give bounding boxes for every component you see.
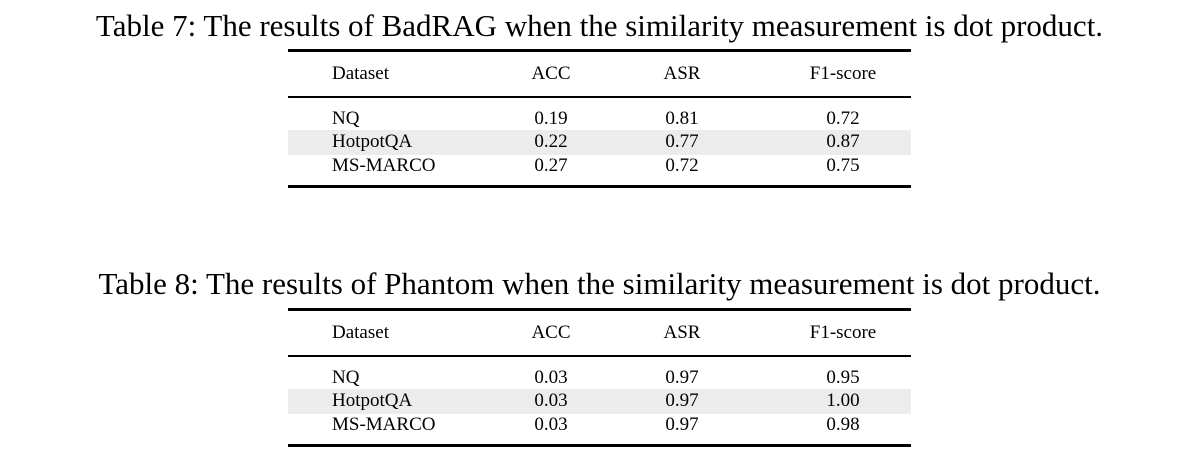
table-7-caption: Table 7: The results of BadRAG when the … bbox=[95, 8, 1104, 43]
cell-f1-score: 0.95 bbox=[826, 366, 860, 388]
cell-asr: 0.97 bbox=[665, 366, 699, 388]
table-8: Dataset ACC ASR F1-score NQ 0.03 0.97 0.… bbox=[288, 308, 911, 447]
cell-gap bbox=[589, 388, 644, 414]
header-gap bbox=[720, 49, 775, 98]
header-acc: ACC bbox=[513, 49, 589, 98]
table-header-row: Dataset ACC ASR F1-score bbox=[288, 308, 911, 357]
cell-gap bbox=[720, 129, 775, 155]
cell-acc: 0.27 bbox=[534, 154, 568, 176]
cell-f1-score: 0.75 bbox=[826, 154, 860, 176]
table-row: MS-MARCO 0.03 0.97 0.98 bbox=[288, 413, 911, 446]
header-f1-score: F1-score bbox=[775, 49, 911, 98]
table-8-caption: Table 8: The results of Phantom when the… bbox=[98, 266, 1101, 301]
cell-dataset: NQ bbox=[332, 366, 360, 388]
cell-dataset: HotpotQA bbox=[288, 129, 513, 155]
cell-acc: 0.22 bbox=[513, 129, 589, 155]
cell-asr: 0.81 bbox=[665, 107, 699, 129]
cell-gap bbox=[589, 356, 644, 389]
header-dataset: Dataset bbox=[288, 49, 513, 98]
header-dataset: Dataset bbox=[288, 308, 513, 357]
cell-dataset: MS-MARCO bbox=[332, 154, 436, 176]
header-asr: ASR bbox=[644, 308, 720, 357]
cell-acc: 0.03 bbox=[534, 366, 568, 388]
table-row: NQ 0.03 0.97 0.95 bbox=[288, 356, 911, 389]
cell-gap bbox=[720, 388, 775, 414]
cell-dataset: NQ bbox=[332, 107, 360, 129]
cell-dataset: MS-MARCO bbox=[332, 413, 436, 435]
table-header-row: Dataset ACC ASR F1-score bbox=[288, 49, 911, 98]
header-acc: ACC bbox=[513, 308, 589, 357]
cell-gap bbox=[720, 155, 775, 187]
table-row: HotpotQA 0.22 0.77 0.87 bbox=[288, 129, 911, 155]
cell-asr: 0.97 bbox=[644, 388, 720, 414]
header-gap bbox=[589, 308, 644, 357]
cell-gap bbox=[589, 414, 644, 446]
cell-acc: 0.03 bbox=[513, 388, 589, 414]
cell-f1-score: 0.87 bbox=[775, 129, 911, 155]
cell-gap bbox=[589, 129, 644, 155]
table-row: HotpotQA 0.03 0.97 1.00 bbox=[288, 388, 911, 414]
cell-f1-score: 0.98 bbox=[826, 413, 860, 435]
cell-asr: 0.97 bbox=[665, 413, 699, 435]
header-f1-score: F1-score bbox=[775, 308, 911, 357]
cell-asr: 0.77 bbox=[644, 129, 720, 155]
cell-acc: 0.03 bbox=[534, 413, 568, 435]
table-7: Dataset ACC ASR F1-score NQ 0.19 0.81 0.… bbox=[288, 49, 911, 188]
cell-f1-score: 0.72 bbox=[826, 107, 860, 129]
cell-f1-score: 1.00 bbox=[775, 388, 911, 414]
cell-gap bbox=[720, 356, 775, 389]
cell-asr: 0.72 bbox=[665, 154, 699, 176]
header-gap bbox=[589, 49, 644, 98]
cell-gap bbox=[720, 414, 775, 446]
cell-gap bbox=[589, 97, 644, 130]
cell-acc: 0.19 bbox=[534, 107, 568, 129]
table-row: MS-MARCO 0.27 0.72 0.75 bbox=[288, 154, 911, 187]
header-gap bbox=[720, 308, 775, 357]
table-row: NQ 0.19 0.81 0.72 bbox=[288, 97, 911, 130]
cell-dataset: HotpotQA bbox=[288, 388, 513, 414]
header-asr: ASR bbox=[644, 49, 720, 98]
cell-gap bbox=[720, 97, 775, 130]
cell-gap bbox=[589, 155, 644, 187]
